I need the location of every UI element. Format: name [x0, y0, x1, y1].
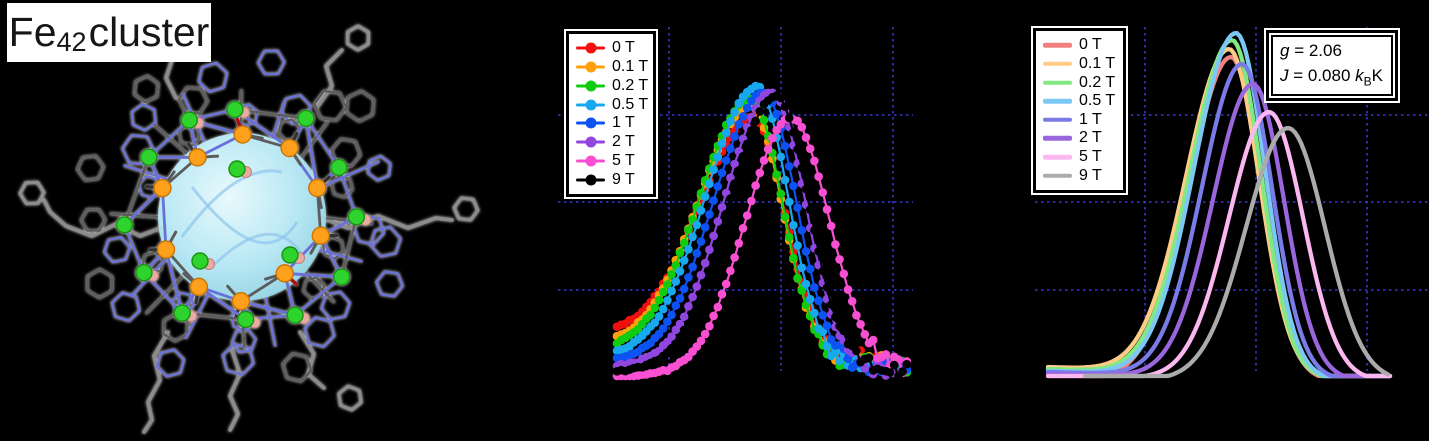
legend-item-05T: 0.5 T: [1043, 92, 1117, 110]
legend-swatch: [1043, 169, 1072, 183]
fit-parameters-box: g = 2.06 J = 0.080 kBK: [1266, 30, 1398, 102]
legend-swatch: [576, 79, 605, 93]
fe42-cluster-structure: [18, 24, 480, 434]
legend-item-0T: 0 T: [1043, 36, 1117, 54]
legend-label: 9 T: [612, 170, 635, 188]
legend-item-02T: 0.2 T: [576, 76, 649, 95]
molecule-drawing: [18, 24, 480, 434]
j-value-line: J = 0.080 kBK: [1280, 65, 1383, 89]
legend-item-9T: 9 T: [576, 171, 647, 189]
legend-label: 0.1 T: [612, 58, 649, 76]
legend-label: 5 T: [612, 151, 635, 169]
legend-swatch: [1043, 38, 1072, 52]
legend-swatch: [1043, 150, 1072, 164]
legend-item-02T: 0.2 T: [1043, 74, 1117, 92]
legend-swatch: [1043, 113, 1072, 127]
experimental-series-5T: [612, 114, 912, 381]
legend-label: 0.2 T: [612, 76, 649, 94]
g-value-line: g = 2.06: [1280, 41, 1342, 60]
legend-item-0T: 0 T: [576, 39, 647, 57]
legend-label: 0 T: [1079, 36, 1102, 54]
legend-swatch: [576, 154, 605, 168]
legend-label: 2 T: [612, 133, 635, 151]
legend-item-1T: 1 T: [1043, 111, 1117, 129]
legend-swatch: [576, 116, 605, 130]
molecule-title-suffix: cluster: [88, 9, 210, 55]
legend-item-2T: 2 T: [1043, 129, 1117, 147]
legend-label: 0.5 T: [612, 95, 649, 113]
legend-label: 2 T: [1079, 129, 1102, 147]
legend-swatch: [576, 98, 605, 112]
ligand-shell: [76, 49, 404, 383]
legend-item-5T: 5 T: [576, 152, 647, 170]
legend-label: 0.1 T: [1079, 54, 1116, 72]
legend-label: 0.5 T: [1079, 92, 1116, 110]
legend-label: 0.2 T: [1079, 73, 1116, 91]
legend-swatch: [576, 173, 605, 187]
legend-item-2T: 2 T: [576, 133, 647, 151]
legend-label: 0 T: [612, 39, 635, 57]
experimental-series-9T: [612, 91, 912, 381]
legend-item-05T: 0.5 T: [576, 95, 649, 114]
ligand-chains: [18, 24, 480, 434]
legend-swatch: [576, 41, 605, 55]
cage-atoms: [115, 100, 372, 329]
legend-swatch: [1043, 76, 1072, 90]
fit-parameters-text: g = 2.06 J = 0.080 kBK: [1271, 35, 1393, 97]
legend-swatch: [576, 135, 605, 149]
legend-label: 5 T: [1079, 148, 1102, 166]
molecule-title-subscript: 42: [56, 27, 87, 57]
experimental-chart: [558, 27, 913, 381]
legend-label: 1 T: [1079, 110, 1102, 128]
molecule-title: Fe 42 cluster: [7, 3, 211, 62]
legend-item-01T: 0.1 T: [1043, 55, 1117, 73]
simulation-chart: [1035, 27, 1429, 379]
legend-label: 9 T: [1079, 166, 1102, 184]
simulation-series-9T: [1082, 125, 1391, 379]
experimental-gridlines: [558, 27, 913, 371]
legend-item-01T: 0.1 T: [576, 58, 649, 76]
molecule-title-element: Fe: [8, 9, 57, 55]
legend-item-9T: 9 T: [1043, 167, 1117, 185]
simulation-series-1T: [1045, 62, 1393, 379]
legend-swatch: [576, 60, 605, 74]
legend-item-5T: 5 T: [1043, 148, 1117, 166]
legend-item-1T: 1 T: [576, 114, 647, 132]
legend-swatch: [1043, 57, 1072, 71]
legend-swatch: [1043, 131, 1072, 145]
legend-swatch: [1043, 94, 1072, 108]
legend-label: 1 T: [612, 114, 635, 132]
